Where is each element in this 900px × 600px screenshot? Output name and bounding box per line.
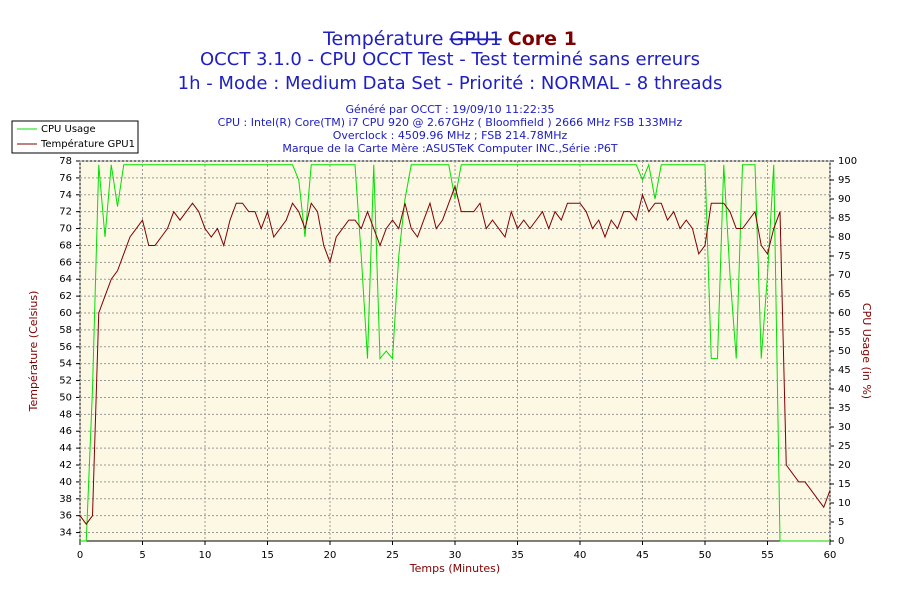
y-tick-label: 52 (59, 376, 72, 387)
x-tick-label: 25 (386, 550, 399, 561)
y2-tick-label: 60 (838, 308, 851, 319)
legend: CPU Usage Température GPU1 (11, 120, 139, 154)
subtitle: OCCT 3.1.0 - CPU OCCT Test - Test termin… (200, 49, 700, 70)
y2-axis-label: CPU Usage (in %) (860, 303, 873, 399)
y2-tick-label: 35 (838, 403, 851, 414)
y-tick-label: 78 (59, 156, 72, 167)
y2-tick-label: 25 (838, 441, 851, 452)
x-tick-label: 30 (449, 550, 462, 561)
y-tick-label: 44 (59, 443, 72, 454)
y-tick-label: 36 (59, 511, 72, 522)
y2-tick-label: 40 (838, 384, 851, 395)
y2-tick-label: 5 (838, 517, 844, 528)
y2-tick-label: 20 (838, 460, 851, 471)
series-line (80, 163, 830, 542)
info: Overclock : 4509.96 MHz ; FSB 214.78MHz (333, 129, 568, 142)
y-tick-label: 70 (59, 224, 72, 235)
title-struck: GPU1 (450, 28, 502, 50)
y2-tick-label: 95 (838, 175, 851, 186)
chart-title-group: Température GPU1 Core 1 (322, 28, 577, 50)
info: CPU : Intel(R) Core(TM) i7 CPU 920 @ 2.6… (218, 116, 683, 129)
x-tick-label: 5 (139, 550, 145, 561)
y-tick-label: 64 (59, 274, 72, 285)
y2-tick-label: 75 (838, 251, 851, 262)
x-tick-label: 60 (824, 550, 837, 561)
x-tick-label: 0 (77, 550, 83, 561)
y-tick-label: 50 (59, 392, 72, 403)
y2-tick-label: 45 (838, 365, 851, 376)
x-tick-label: 20 (324, 550, 337, 561)
y2-tick-label: 30 (838, 422, 851, 433)
series-line (79, 184, 831, 525)
legend-label: CPU Usage (41, 124, 96, 135)
title-overlay: Core 1 (508, 28, 577, 50)
x-tick-label: 10 (199, 550, 212, 561)
info: Généré par OCCT : 19/09/10 11:22:35 (345, 103, 554, 116)
y-tick-label: 54 (59, 359, 72, 370)
y-tick-label: 68 (59, 240, 72, 251)
y2-tick-label: 100 (838, 156, 857, 167)
y-tick-label: 58 (59, 325, 72, 336)
y2-tick-label: 0 (838, 536, 844, 547)
y-tick-label: 76 (59, 173, 72, 184)
chart-title: Température (322, 28, 443, 50)
y-axis-label: Température (Celsius) (27, 291, 40, 413)
y-tick-label: 46 (59, 426, 72, 437)
x-tick-label: 45 (636, 550, 649, 561)
y2-tick-label: 90 (838, 194, 851, 205)
y-tick-label: 56 (59, 342, 72, 353)
y-tick-label: 38 (59, 494, 72, 505)
y-tick-label: 72 (59, 207, 72, 218)
y-tick-label: 42 (59, 460, 72, 471)
x-tick-label: 55 (761, 550, 774, 561)
x-tick-label: 15 (261, 550, 274, 561)
y-tick-label: 62 (59, 291, 72, 302)
y2-tick-label: 10 (838, 498, 851, 509)
x-axis-label: Temps (Minutes) (409, 562, 500, 575)
x-tick-label: 35 (511, 550, 524, 561)
y-tick-label: 60 (59, 308, 72, 319)
y-tick-label: 48 (59, 409, 72, 420)
y-tick-label: 66 (59, 257, 72, 268)
y2-tick-label: 50 (838, 346, 851, 357)
y2-tick-label: 85 (838, 213, 851, 224)
legend-label: Température GPU1 (40, 138, 135, 150)
y-tick-label: 74 (59, 190, 72, 201)
info: Marque de la Carte Mère :ASUSTeK Compute… (282, 142, 617, 155)
subtitle: 1h - Mode : Medium Data Set - Priorité :… (178, 73, 723, 94)
x-tick-label: 50 (699, 550, 712, 561)
y-tick-label: 34 (59, 528, 72, 539)
y2-tick-label: 80 (838, 232, 851, 243)
legend-box (11, 120, 139, 154)
y2-tick-label: 15 (838, 479, 851, 490)
y2-tick-label: 55 (838, 327, 851, 338)
y2-tick-label: 70 (838, 270, 851, 281)
y-tick-label: 40 (59, 477, 72, 488)
x-tick-label: 40 (574, 550, 587, 561)
y2-tick-label: 65 (838, 289, 851, 300)
